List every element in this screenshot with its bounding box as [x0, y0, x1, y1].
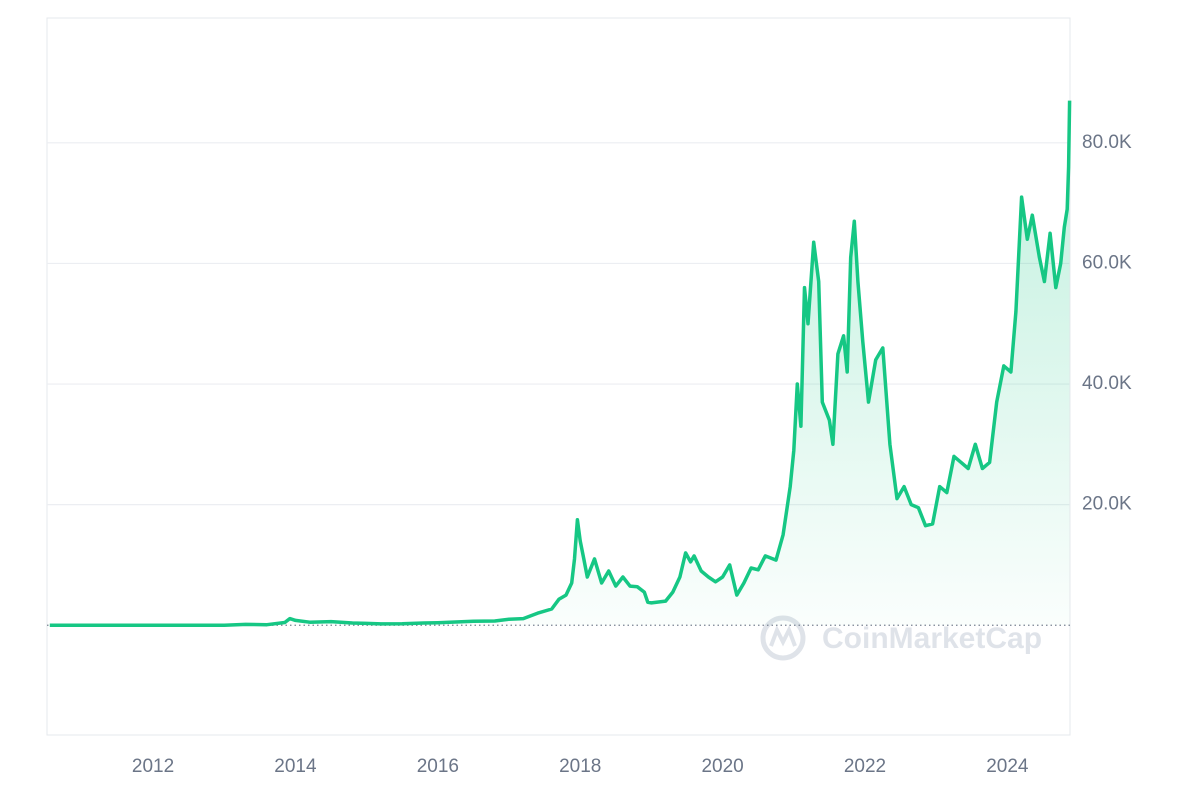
watermark: CoinMarketCap [822, 622, 1042, 655]
x-tick-label: 2018 [559, 756, 601, 777]
price-area [49, 100, 1070, 626]
price-line [49, 100, 1072, 627]
x-tick-label: 2022 [844, 756, 886, 777]
x-tick-label: 2012 [132, 756, 174, 777]
x-tick-label: 2014 [274, 756, 317, 777]
watermark-group: CoinMarketCap [760, 615, 1042, 661]
y-tick-label: 40.0K [1082, 373, 1132, 394]
y-tick-label: 20.0K [1082, 494, 1132, 515]
x-tick-label: 2024 [986, 756, 1029, 777]
y-tick-label: 80.0K [1082, 132, 1132, 153]
y-tick-label: 60.0K [1082, 252, 1132, 273]
x-tick-label: 2020 [701, 756, 743, 777]
plot-frame [46, 17, 1071, 736]
x-tick-label: 2016 [417, 756, 459, 777]
watermark-logo-mark [769, 625, 797, 647]
